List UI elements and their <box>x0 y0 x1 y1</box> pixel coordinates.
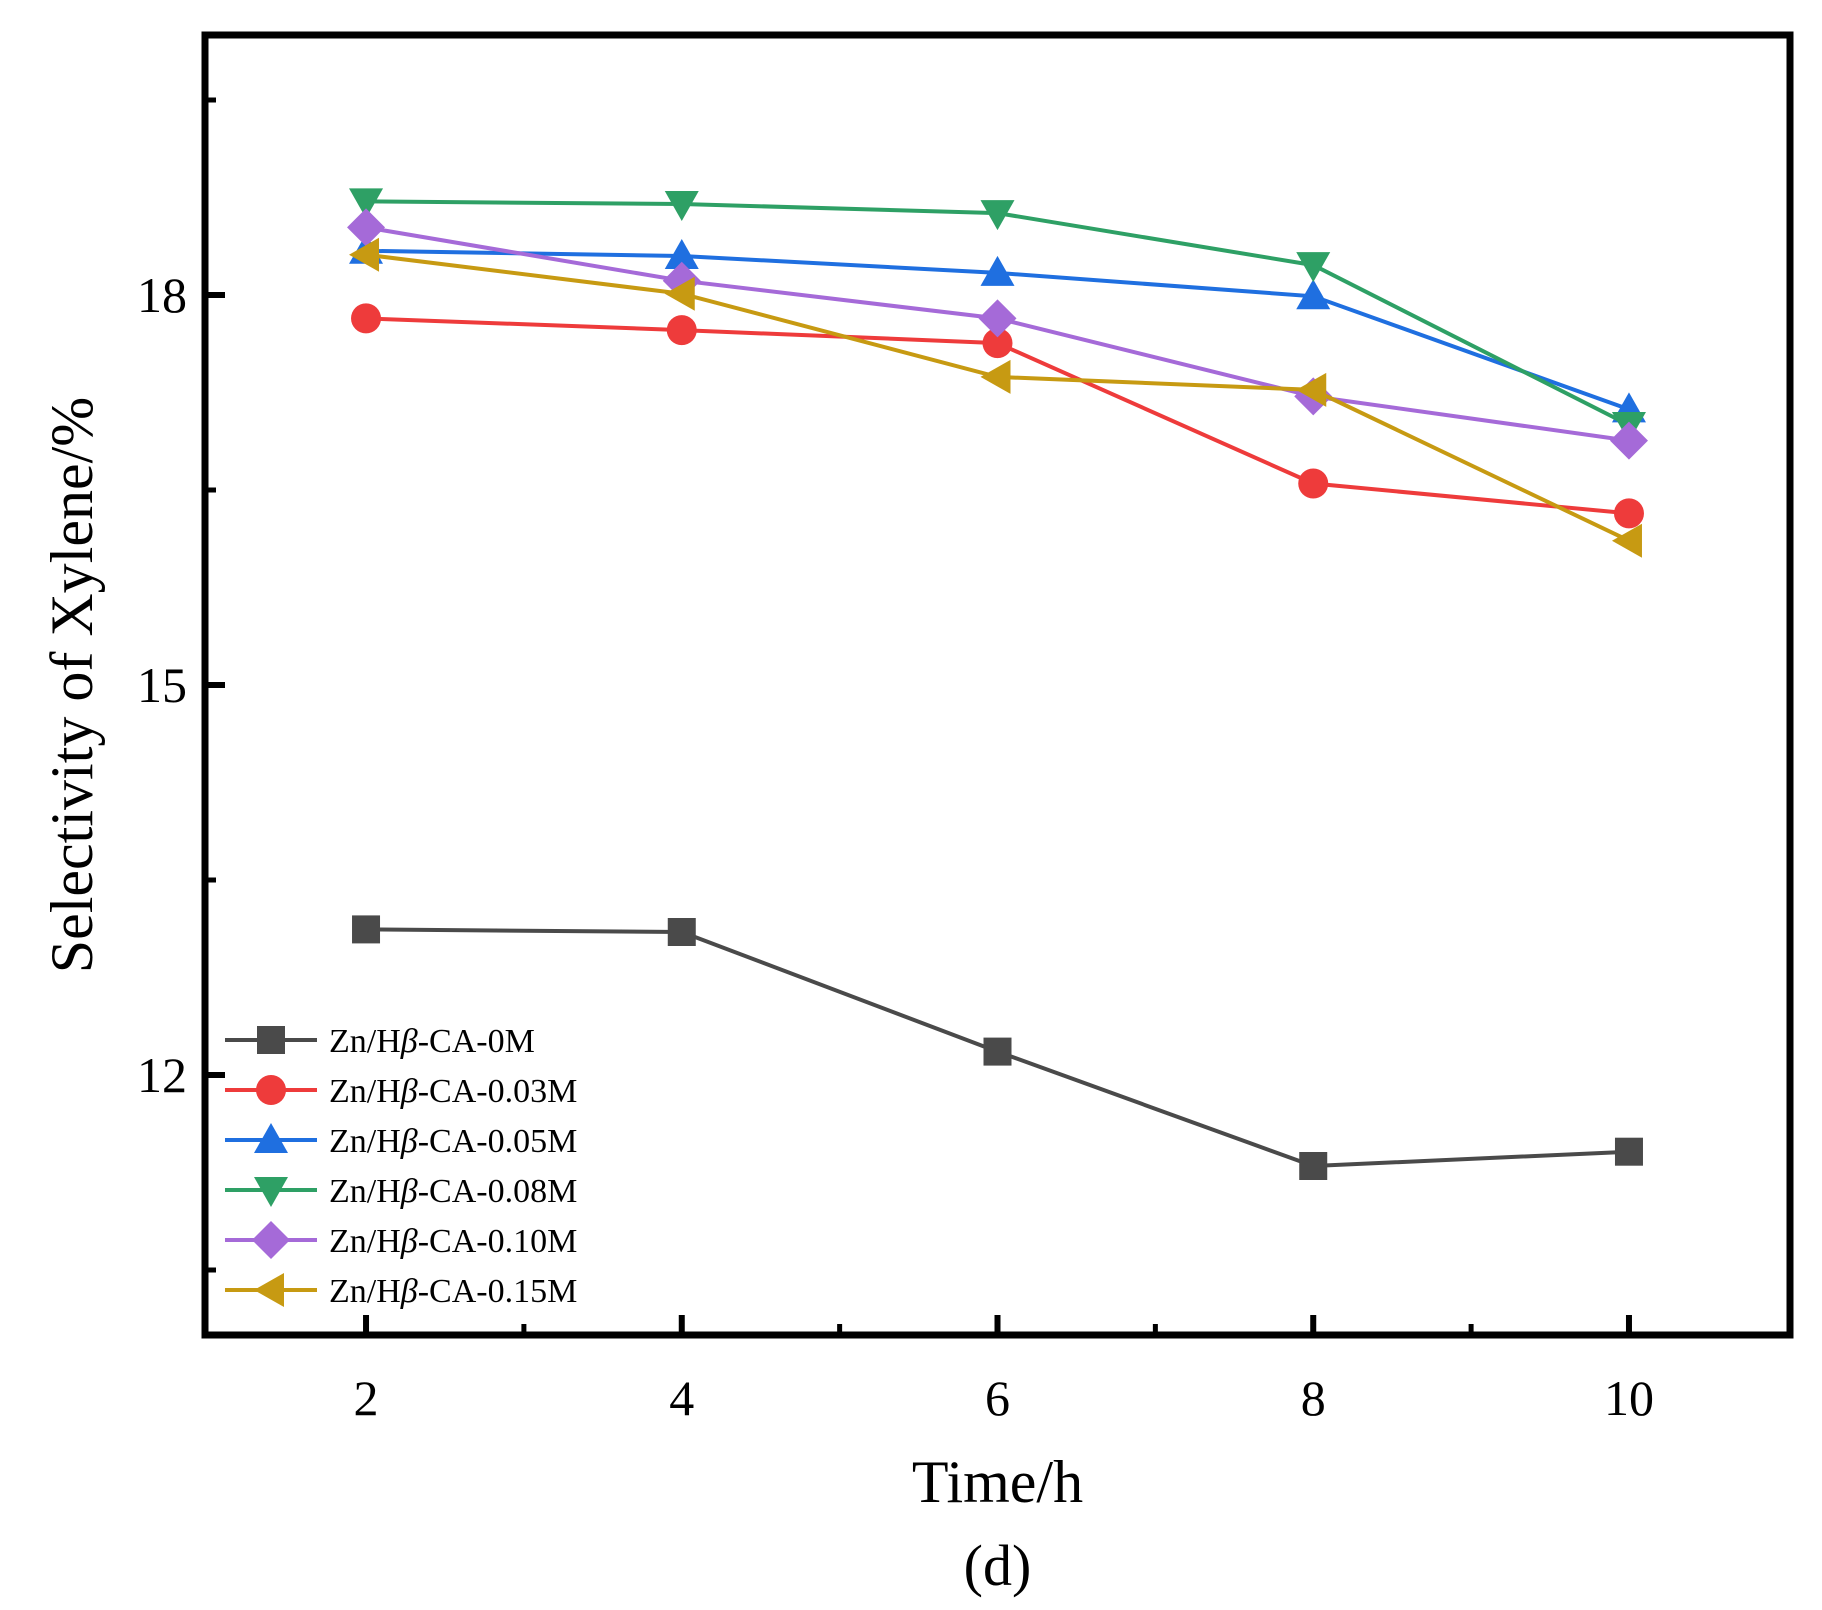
legend-marker <box>257 1026 285 1054</box>
legend-item: Zn/Hβ-CA-0M <box>225 1023 535 1060</box>
legend-label-greek: β <box>400 1223 418 1260</box>
legend-label-prefix: Zn/H <box>329 1073 401 1110</box>
figure-caption: (d) <box>964 1533 1032 1598</box>
legend-item: Zn/Hβ-CA-0.10M <box>225 1221 577 1260</box>
x-tick-label: 8 <box>1301 1370 1326 1426</box>
data-point <box>1614 1137 1643 1166</box>
series-line <box>365 252 1630 543</box>
legend-label-suffix: -CA-0.03M <box>418 1073 578 1110</box>
legend-label-greek: β <box>400 1123 418 1160</box>
legend-label-prefix: Zn/H <box>329 1223 401 1260</box>
data-point <box>349 188 384 219</box>
data-point <box>1611 523 1642 558</box>
data-point <box>664 276 695 311</box>
data-point <box>1296 372 1327 407</box>
legend-label-suffix: -CA-0.05M <box>418 1123 578 1160</box>
y-tick-label: 18 <box>137 267 187 323</box>
data-point <box>1296 279 1331 310</box>
legend-label: Zn/Hβ-CA-0.10M <box>329 1223 577 1260</box>
data-point <box>349 237 380 272</box>
legend-label-greek: β <box>400 1173 418 1210</box>
x-axis-title: Time/h <box>912 1449 1083 1515</box>
legend-marker <box>254 1177 288 1207</box>
legend-item: Zn/Hβ-CA-0.15M <box>225 1273 577 1310</box>
series-2 <box>351 303 1644 529</box>
legend-label-prefix: Zn/H <box>329 1273 401 1310</box>
legend-label-prefix: Zn/H <box>329 1023 401 1060</box>
data-point <box>352 915 381 944</box>
legend-label: Zn/Hβ-CA-0.03M <box>329 1073 577 1110</box>
data-point <box>982 328 1013 359</box>
data-point <box>1296 252 1331 283</box>
data-point <box>664 191 699 221</box>
data-point <box>978 299 1017 338</box>
legend-item: Zn/Hβ-CA-0.08M <box>225 1173 577 1210</box>
legend-label-suffix: -CA-0.10M <box>418 1223 578 1260</box>
x-tick-label: 6 <box>985 1370 1010 1426</box>
legend-label: Zn/Hβ-CA-0M <box>329 1023 535 1060</box>
data-point <box>980 255 1015 286</box>
legend-label-suffix: -CA-0.15M <box>418 1273 578 1310</box>
data-point <box>664 239 699 269</box>
legend-label-suffix: -CA-0M <box>418 1023 535 1060</box>
legend-label-suffix: -CA-0.08M <box>418 1173 578 1210</box>
legend-label-greek: β <box>400 1273 418 1310</box>
y-axis-title: Selectivity of Xylene/% <box>39 397 105 974</box>
data-point <box>980 359 1011 394</box>
data-point <box>351 303 382 334</box>
y-tick-label: 15 <box>137 657 187 713</box>
series-layer <box>347 188 1648 1180</box>
legend: Zn/Hβ-CA-0MZn/Hβ-CA-0.03MZn/Hβ-CA-0.05MZ… <box>225 1023 577 1310</box>
legend-label: Zn/Hβ-CA-0.05M <box>329 1123 577 1160</box>
series-1 <box>352 915 1643 1180</box>
legend-marker <box>254 1273 284 1307</box>
series-6 <box>349 237 1642 558</box>
x-tick-label: 10 <box>1604 1370 1654 1426</box>
data-point <box>1298 468 1329 499</box>
legend-label: Zn/Hβ-CA-0.15M <box>329 1273 577 1310</box>
data-point <box>1609 421 1648 460</box>
x-tick-label: 4 <box>669 1370 694 1426</box>
x-tick-label: 2 <box>354 1370 379 1426</box>
x-axis-ticks: 2 4 6 8 10 <box>354 1315 1654 1426</box>
legend-marker <box>254 1123 288 1153</box>
legend-label-prefix: Zn/H <box>329 1173 401 1210</box>
series-5 <box>347 208 1648 460</box>
data-point <box>347 208 386 247</box>
data-point <box>666 315 697 346</box>
legend-marker <box>252 1221 290 1259</box>
legend-label-greek: β <box>400 1023 418 1060</box>
legend-label-greek: β <box>400 1073 418 1110</box>
y-tick-label: 12 <box>137 1047 187 1103</box>
legend-item: Zn/Hβ-CA-0.05M <box>225 1123 577 1160</box>
data-point <box>1299 1152 1328 1180</box>
data-point <box>980 200 1015 231</box>
legend-label-prefix: Zn/H <box>329 1123 401 1160</box>
data-point <box>1613 498 1644 529</box>
data-point <box>667 918 696 946</box>
legend-item: Zn/Hβ-CA-0.03M <box>225 1073 577 1110</box>
legend-label: Zn/Hβ-CA-0.08M <box>329 1173 577 1210</box>
data-point <box>983 1037 1012 1066</box>
y-axis-ticks: 12 15 18 <box>137 97 225 1273</box>
legend-marker <box>256 1075 286 1105</box>
